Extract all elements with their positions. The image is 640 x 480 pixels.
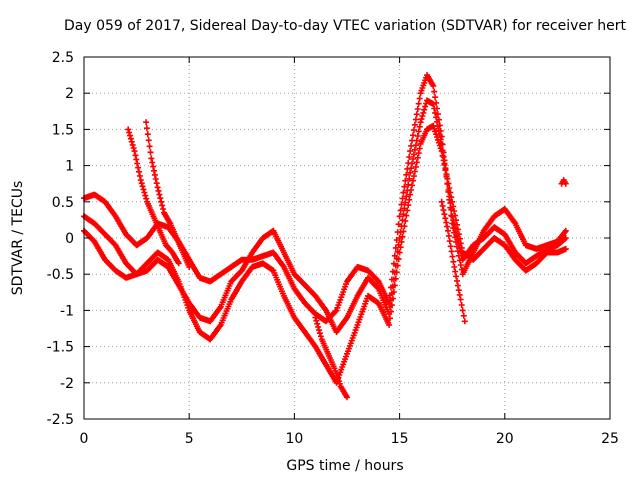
- x-tick-label: 25: [601, 431, 619, 447]
- series-track-1: [81, 72, 569, 325]
- y-tick-label: 0.5: [52, 195, 74, 211]
- y-tick-label: 1.5: [52, 122, 74, 138]
- marker-isolated-23h: [558, 177, 569, 187]
- y-tick-label: -1.5: [47, 340, 74, 356]
- data-points: [81, 72, 569, 401]
- marker-tail-18h: [438, 198, 468, 325]
- x-tick-label: 10: [285, 431, 303, 447]
- marker-track-1: [81, 72, 569, 325]
- marker-burst-3h: [143, 119, 193, 270]
- series-burst-3h: [143, 119, 193, 270]
- x-tick-label: 15: [391, 431, 409, 447]
- x-axis-label: GPS time / hours: [286, 458, 403, 474]
- y-axis-label: SDTVAR / TECUs: [10, 181, 26, 296]
- series-tail-12h: [312, 314, 350, 401]
- y-tick-label: -1: [60, 303, 74, 319]
- marker-tail-12h: [312, 314, 350, 401]
- x-tick-label: 0: [80, 431, 89, 447]
- y-tick-label: -0.5: [47, 267, 74, 283]
- axis-ticks: -2.5 -2 -1.5 -1 -0.5 0 0.5 1 1.5 2 2.5 0 5 10 15 20 25: [47, 50, 619, 447]
- y-tick-label: 0: [65, 231, 74, 247]
- y-tick-label: -2: [60, 376, 74, 392]
- chart-title: Day 059 of 2017, Sidereal Day-to-day VTE…: [64, 18, 626, 34]
- marker-burst-2h: [125, 126, 182, 267]
- series-burst-2h: [125, 126, 182, 267]
- y-tick-label: 2: [65, 86, 74, 102]
- series-isolated-23h: [558, 177, 569, 187]
- y-tick-label: 1: [65, 159, 74, 175]
- series-tail-18h: [438, 198, 468, 325]
- y-tick-label: 2.5: [52, 50, 74, 66]
- y-tick-label: -2.5: [47, 412, 74, 428]
- x-tick-label: 20: [496, 431, 514, 447]
- x-tick-label: 5: [185, 431, 194, 447]
